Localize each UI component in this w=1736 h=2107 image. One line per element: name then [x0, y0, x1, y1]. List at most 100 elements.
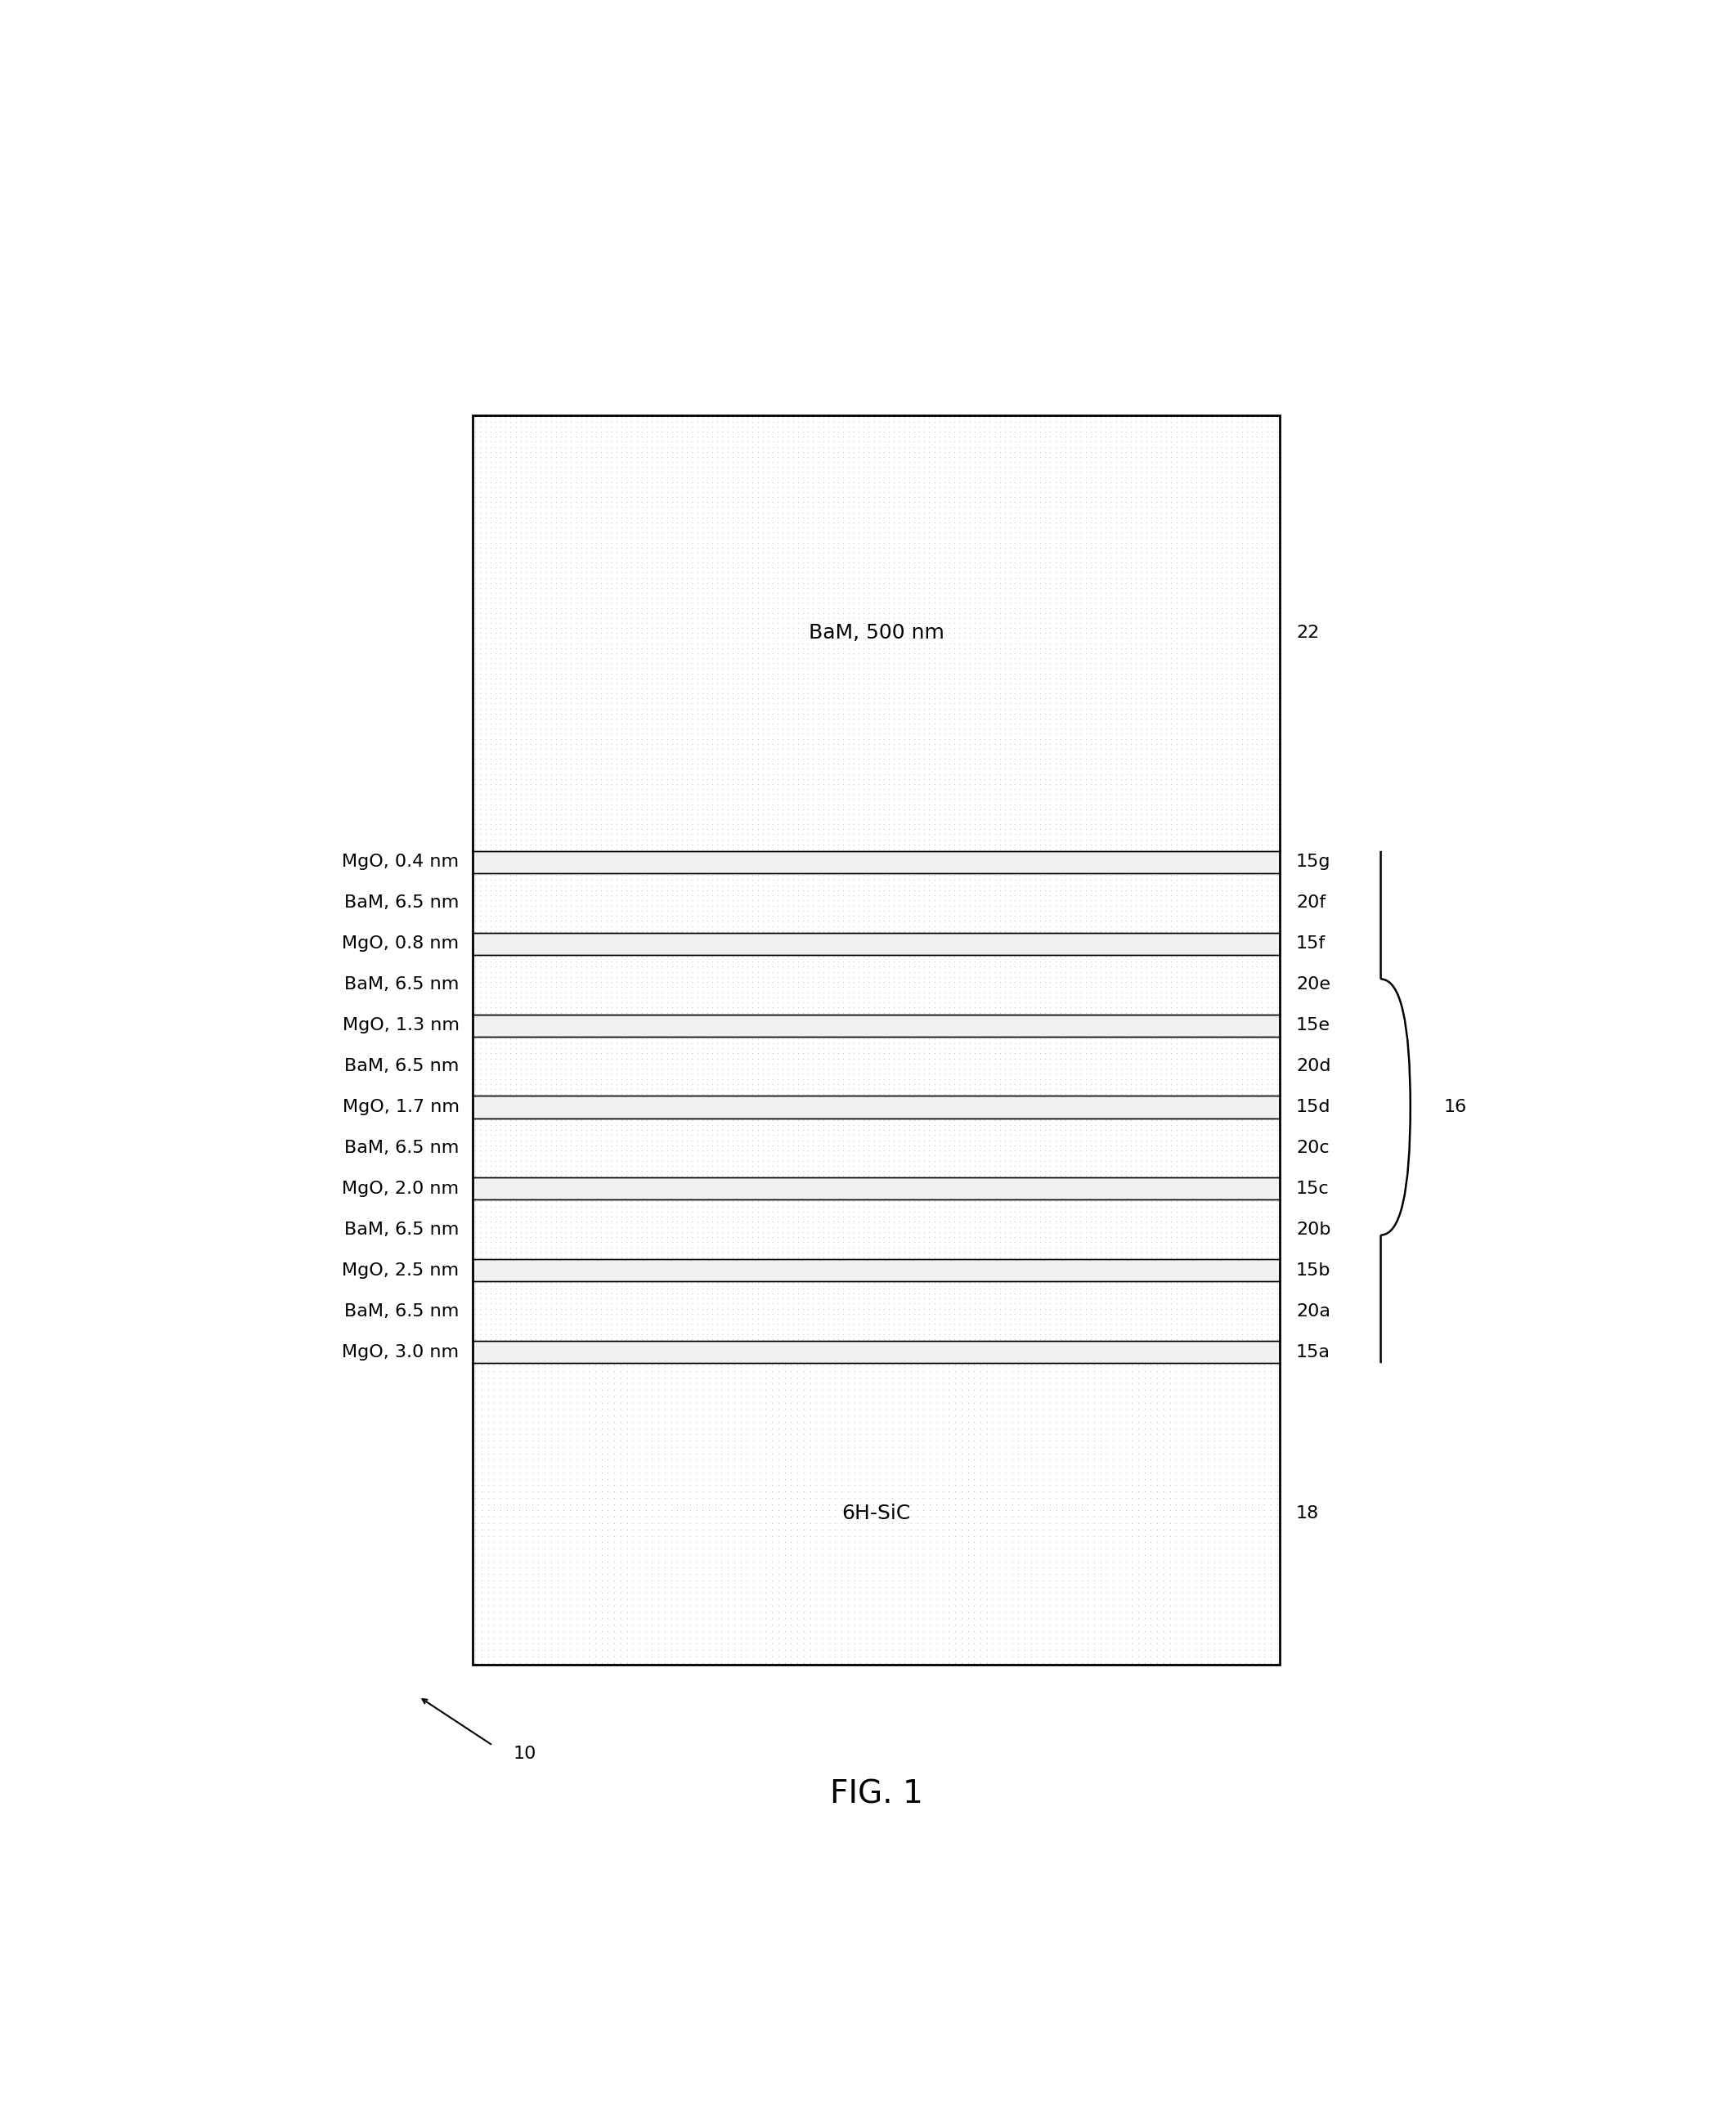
Point: [496, 1184, 524, 1218]
Point: [729, 723, 757, 756]
Point: [951, 1281, 979, 1315]
Point: [1055, 1361, 1083, 1395]
Point: [1108, 455, 1135, 489]
Point: [1005, 1589, 1033, 1622]
Point: [880, 641, 908, 674]
Point: [859, 1108, 887, 1142]
Point: [1026, 535, 1054, 569]
Point: [679, 411, 707, 445]
Point: [653, 525, 681, 558]
Point: [941, 1037, 969, 1070]
Point: [552, 476, 580, 510]
Point: [1213, 1102, 1241, 1136]
Point: [785, 672, 812, 706]
Point: [589, 1551, 616, 1584]
Point: [568, 712, 595, 746]
Point: [1021, 419, 1049, 453]
Point: [642, 944, 670, 978]
Point: [663, 980, 691, 1013]
Point: [1187, 455, 1215, 489]
Point: [587, 1041, 615, 1075]
Point: [628, 868, 656, 902]
Point: [1121, 1112, 1149, 1146]
Point: [618, 666, 646, 700]
Point: [941, 1323, 969, 1357]
Point: [917, 1513, 944, 1547]
Point: [552, 1266, 580, 1300]
Point: [1113, 556, 1141, 590]
Point: [578, 1235, 606, 1268]
Point: [1193, 1271, 1220, 1304]
Point: [693, 1134, 720, 1167]
Point: [790, 940, 818, 973]
Point: [1002, 954, 1029, 988]
Point: [1163, 1026, 1191, 1060]
Point: [1047, 1226, 1075, 1260]
Point: [809, 767, 837, 801]
Point: [915, 900, 943, 933]
Point: [991, 560, 1019, 594]
Point: [809, 1123, 837, 1157]
Point: [785, 1144, 812, 1178]
Point: [1132, 788, 1160, 822]
Point: [996, 1190, 1024, 1224]
Point: [552, 1199, 580, 1233]
Point: [960, 1551, 988, 1584]
Point: [1259, 889, 1286, 923]
Point: [1163, 997, 1191, 1030]
Point: [519, 1367, 547, 1401]
Point: [814, 1633, 842, 1667]
Point: [967, 1469, 995, 1502]
Point: [1182, 893, 1210, 927]
Point: [774, 1072, 802, 1106]
Point: [517, 470, 545, 504]
Point: [891, 1209, 918, 1243]
Point: [970, 971, 998, 1005]
Point: [845, 756, 873, 790]
Point: [795, 575, 823, 609]
Point: [462, 737, 490, 771]
Point: [477, 1277, 505, 1311]
Point: [481, 445, 509, 478]
Point: [1253, 1184, 1281, 1218]
Point: [748, 813, 776, 847]
Point: [724, 1292, 752, 1325]
Point: [764, 697, 792, 731]
Point: [1057, 676, 1085, 710]
Point: [668, 908, 696, 942]
Point: [1121, 858, 1149, 891]
Point: [684, 1209, 712, 1243]
Point: [1087, 1525, 1115, 1559]
Point: [925, 980, 953, 1013]
Point: [865, 712, 892, 746]
Point: [1082, 1022, 1109, 1056]
Point: [528, 1306, 556, 1340]
Point: [1108, 525, 1135, 558]
Point: [467, 1155, 495, 1188]
Point: [1026, 1241, 1054, 1275]
Point: [1142, 883, 1170, 917]
Point: [1016, 405, 1043, 438]
Point: [1250, 1557, 1278, 1591]
Point: [1153, 405, 1180, 438]
Point: [1016, 1129, 1043, 1163]
Point: [663, 632, 691, 666]
Point: [1233, 1462, 1260, 1496]
Point: [512, 1494, 540, 1528]
Point: [981, 1287, 1009, 1321]
Point: [552, 1220, 580, 1254]
Point: [960, 1532, 988, 1566]
Point: [835, 607, 863, 641]
Point: [779, 788, 807, 822]
Point: [1052, 405, 1080, 438]
Point: [769, 592, 797, 626]
Point: [1047, 632, 1075, 666]
Point: [1082, 1195, 1109, 1228]
Point: [955, 813, 983, 847]
Point: [865, 1230, 892, 1264]
Point: [651, 1627, 679, 1660]
Point: [502, 632, 529, 666]
Point: [1219, 1570, 1246, 1603]
Point: [1227, 582, 1255, 615]
Point: [634, 777, 661, 811]
